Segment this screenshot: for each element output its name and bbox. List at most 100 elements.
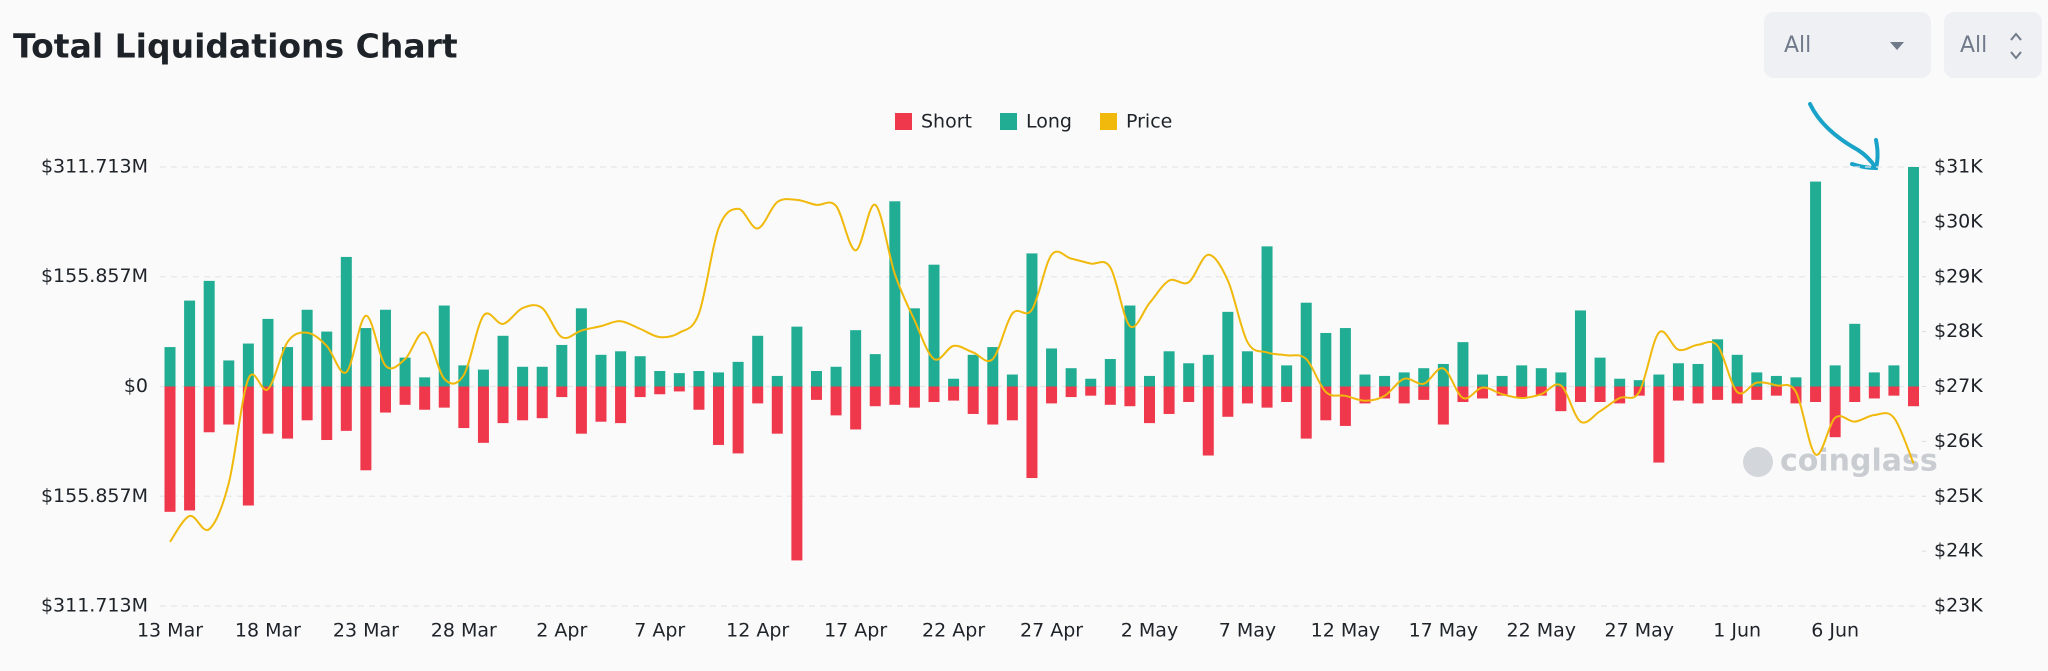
bar xyxy=(791,326,803,387)
bar xyxy=(458,386,470,429)
x-tick-label: 7 May xyxy=(1219,620,1276,642)
bar xyxy=(1202,354,1214,387)
chart-title: Total Liquidations Chart xyxy=(13,27,458,66)
bar xyxy=(1261,386,1273,408)
x-tick-label: 12 May xyxy=(1311,620,1381,642)
dropdown-caret xyxy=(2010,32,2022,60)
bar xyxy=(1026,386,1038,479)
bar xyxy=(184,300,196,387)
bar xyxy=(282,386,294,439)
bar xyxy=(1320,386,1332,421)
bar xyxy=(1849,386,1861,402)
legend-label: Price xyxy=(1126,111,1172,133)
watermark-logo xyxy=(1743,447,1773,477)
bar xyxy=(321,386,333,441)
bar xyxy=(693,371,705,387)
bar xyxy=(575,386,587,434)
bar xyxy=(1065,386,1077,398)
bar xyxy=(1712,386,1724,400)
bar xyxy=(634,386,646,398)
bar xyxy=(1908,386,1920,407)
bar xyxy=(517,386,529,421)
bar xyxy=(1868,372,1880,387)
bar xyxy=(1535,386,1547,396)
bar xyxy=(1379,386,1391,399)
bar xyxy=(615,351,627,387)
x-tick-label: 17 Apr xyxy=(824,620,887,642)
bar xyxy=(1124,305,1136,387)
bar xyxy=(556,344,568,387)
bar xyxy=(536,366,548,387)
dropdown[interactable] xyxy=(1944,12,2042,78)
bar xyxy=(477,369,489,387)
bar xyxy=(1379,375,1391,387)
dropdown-label[interactable]: All xyxy=(1960,33,1987,58)
x-tick-label: 13 Mar xyxy=(137,620,203,642)
bar xyxy=(987,347,999,387)
x-tick-label: 12 Apr xyxy=(726,620,789,642)
bar xyxy=(987,386,999,425)
bar xyxy=(869,354,881,387)
price-line xyxy=(169,198,1915,543)
bar xyxy=(497,335,509,387)
y-tick-label: $155.857M xyxy=(41,265,148,287)
x-tick-label: 7 Apr xyxy=(634,620,685,642)
bar xyxy=(615,386,627,424)
bar xyxy=(771,386,783,434)
bar xyxy=(1555,386,1567,412)
bar xyxy=(654,371,666,387)
bar xyxy=(556,386,568,398)
bar xyxy=(1085,378,1097,387)
bar xyxy=(1437,386,1449,425)
y2-tick-label: $24K xyxy=(1934,540,1983,562)
bar xyxy=(1281,365,1293,387)
bar xyxy=(1888,365,1900,387)
bar xyxy=(673,373,685,387)
bar xyxy=(1477,374,1489,387)
bar xyxy=(1046,348,1058,387)
bar xyxy=(1104,386,1116,405)
bar xyxy=(791,386,803,561)
legend-label: Long xyxy=(1026,111,1072,133)
bar xyxy=(1751,372,1763,387)
bar xyxy=(340,256,352,387)
bar xyxy=(301,309,313,387)
legend-swatch xyxy=(1000,113,1017,130)
bar xyxy=(1320,332,1332,387)
bar xyxy=(967,354,979,387)
bar xyxy=(164,347,176,387)
x-tick-label: 18 Mar xyxy=(235,620,301,642)
bar xyxy=(340,386,352,431)
x-tick-label: 27 May xyxy=(1605,620,1675,642)
x-tick-label: 2 Apr xyxy=(536,620,587,642)
bar xyxy=(1477,386,1489,399)
dropdown-label[interactable]: All xyxy=(1784,33,1811,58)
bar xyxy=(1594,357,1606,387)
dropdown[interactable] xyxy=(1764,12,1931,78)
bar xyxy=(223,386,235,425)
bar xyxy=(1261,246,1273,387)
bar xyxy=(1692,386,1704,404)
bar xyxy=(438,305,450,387)
bar xyxy=(830,366,842,387)
bar xyxy=(967,386,979,414)
bar xyxy=(693,386,705,410)
bar xyxy=(419,377,431,387)
bar xyxy=(771,375,783,387)
bar xyxy=(1241,386,1253,404)
bar xyxy=(1241,351,1253,387)
bar xyxy=(360,386,372,471)
bar xyxy=(752,386,764,404)
bar xyxy=(1222,386,1234,417)
bar xyxy=(595,386,607,422)
y2-tick-label: $30K xyxy=(1934,210,1983,232)
bar xyxy=(1496,386,1508,396)
bar xyxy=(1829,365,1841,387)
bar xyxy=(203,386,215,433)
bar xyxy=(595,354,607,387)
x-tick-label: 17 May xyxy=(1409,620,1479,642)
x-tick-label: 23 Mar xyxy=(333,620,399,642)
bar xyxy=(1144,386,1155,424)
